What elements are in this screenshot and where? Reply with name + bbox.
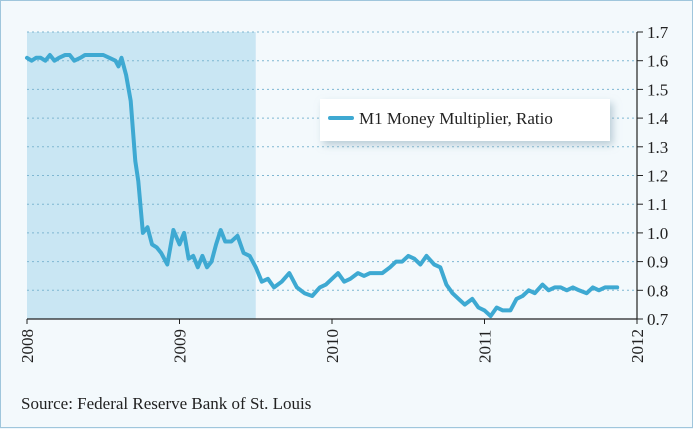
y-tick-label: 0.9 [647, 253, 668, 272]
recession-shading [27, 32, 256, 319]
x-tick-label: 2012 [628, 329, 647, 363]
legend-label: M1 Money Multiplier, Ratio [359, 109, 553, 128]
y-tick-label: 1.2 [647, 167, 668, 186]
y-tick-label: 1.6 [647, 52, 668, 71]
y-tick-label: 1.4 [647, 109, 669, 128]
source-note: Source: Federal Reserve Bank of St. Loui… [21, 394, 312, 413]
x-tick-label: 2010 [323, 329, 342, 363]
x-tick-labels: 2008 2009 2010 2011 2012 [18, 329, 647, 363]
y-tick-label: 1.1 [647, 195, 668, 214]
x-tick-label: 2008 [18, 329, 37, 363]
y-tick-label: 1.3 [647, 138, 668, 157]
y-tick-label: 0.8 [647, 281, 668, 300]
x-tick-label: 2011 [476, 330, 495, 363]
y-tick-labels: 0.7 0.8 0.9 1.0 1.1 1.2 1.3 1.4 1.5 1.6 1.7 [647, 23, 669, 329]
x-tick-label: 2009 [171, 329, 190, 363]
y-tick-label: 1.0 [647, 224, 668, 243]
series-line-m1-money-multiplier [25, 53, 620, 319]
axes [26, 32, 638, 324]
legend: M1 Money Multiplier, Ratio [320, 99, 610, 141]
legend-box [320, 99, 610, 141]
y-tick-label: 0.7 [647, 310, 669, 329]
y-tick-label: 1.7 [647, 23, 669, 42]
y-tick-label: 1.5 [647, 80, 668, 99]
